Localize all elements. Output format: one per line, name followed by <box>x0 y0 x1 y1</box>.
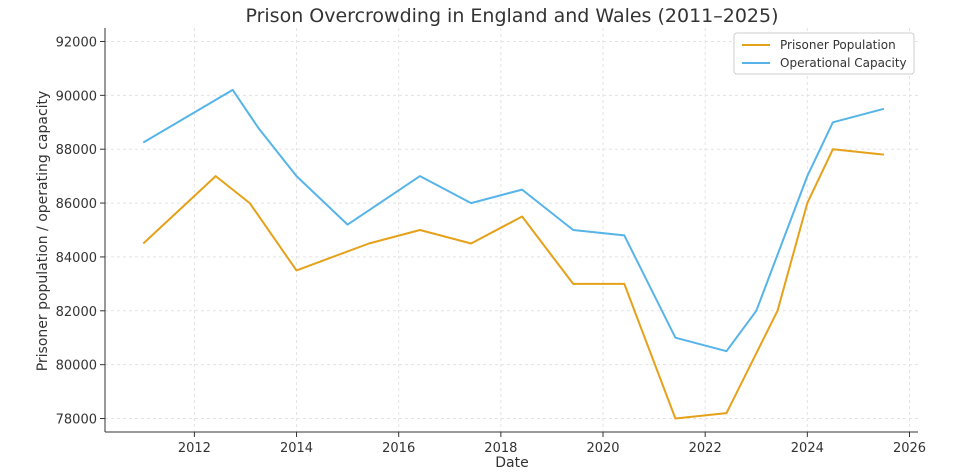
x-tick-label: 2024 <box>791 441 824 456</box>
x-tick-label: 2012 <box>178 441 211 456</box>
y-axis-label: Prisoner population / operating capacity <box>35 91 51 372</box>
y-tick-label: 88000 <box>56 143 97 158</box>
x-axis-label: Date <box>495 455 528 471</box>
y-tick-label: 82000 <box>56 305 97 320</box>
x-tick-label: 2014 <box>280 441 313 456</box>
legend: Prisoner Population Operational Capacity <box>733 32 915 75</box>
x-tick-label: 2018 <box>484 441 517 456</box>
x-tick-label: 2026 <box>893 441 926 456</box>
y-tick-label: 80000 <box>56 359 97 374</box>
y-tick-label: 92000 <box>56 35 97 50</box>
x-tick-label: 2016 <box>382 441 415 456</box>
y-tick-label: 84000 <box>56 251 97 266</box>
x-tick-label: 2020 <box>586 441 619 456</box>
legend-label-operational-capacity: Operational Capacity <box>780 56 907 70</box>
y-tick-label: 78000 <box>56 413 97 428</box>
series-line-operational-capacity <box>142 88 885 353</box>
axes <box>104 28 918 433</box>
y-tick-label: 86000 <box>56 197 97 212</box>
series-layer <box>142 88 885 420</box>
ticks: 2012 2014 2016 2018 2020 2022 2024 2026 78000 800… <box>56 35 926 456</box>
x-tick-label: 2022 <box>689 441 722 456</box>
legend-frame <box>733 32 915 75</box>
grid <box>105 28 918 432</box>
series-line-prisoner-population <box>142 148 885 420</box>
legend-label-prisoner-population: Prisoner Population <box>780 38 896 52</box>
y-tick-label: 90000 <box>56 89 97 104</box>
chart-title: Prison Overcrowding in England and Wales… <box>245 5 778 27</box>
